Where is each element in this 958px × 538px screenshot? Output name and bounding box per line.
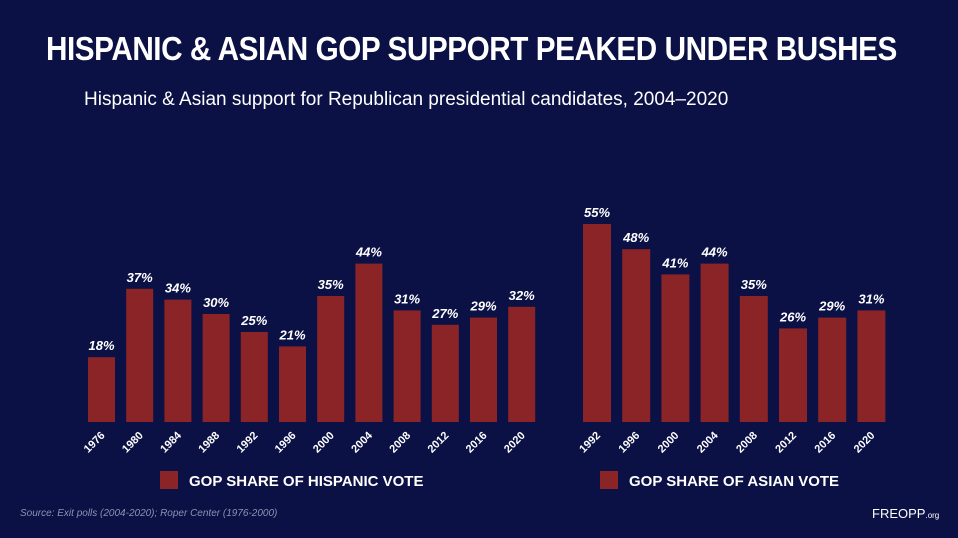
value-label-2004: 44% bbox=[355, 245, 382, 260]
x-tick-2016: 2016 bbox=[813, 430, 839, 456]
legend-label: GOP SHARE OF ASIAN VOTE bbox=[629, 473, 839, 490]
bar-1976 bbox=[88, 357, 115, 422]
bar-1996 bbox=[622, 249, 651, 422]
x-tick-2016: 2016 bbox=[464, 430, 490, 456]
value-label-1996: 48% bbox=[622, 230, 649, 245]
bar-1992 bbox=[583, 224, 611, 422]
x-tick-2020: 2020 bbox=[502, 430, 528, 456]
bar-2000 bbox=[317, 296, 345, 422]
source-note: Source: Exit polls (2004-2020); Roper Ce… bbox=[20, 508, 278, 519]
asian-vote-chart: 55% 1992 48% 1996 41% 2000 44% 2004 35% 2008 26% 20… bbox=[577, 205, 886, 490]
x-tick-1996: 1996 bbox=[273, 430, 299, 456]
value-label-1984: 34% bbox=[165, 281, 191, 296]
value-label-2020: 31% bbox=[858, 291, 884, 306]
legend-swatch bbox=[600, 471, 618, 489]
x-tick-2012: 2012 bbox=[426, 430, 452, 456]
x-tick-2000: 2000 bbox=[656, 430, 682, 456]
bar-2016 bbox=[470, 317, 497, 422]
value-label-2012: 27% bbox=[431, 306, 458, 321]
value-label-1976: 18% bbox=[88, 338, 114, 353]
value-label-2000: 35% bbox=[318, 277, 344, 292]
value-label-2008: 35% bbox=[741, 277, 767, 292]
x-tick-2004: 2004 bbox=[349, 429, 375, 455]
value-label-2016: 29% bbox=[818, 299, 845, 314]
hispanic-vote-chart: 18% 1976 37% 1980 34% 1984 30% 1988 25% 1992 21% 19… bbox=[82, 245, 536, 490]
value-label-2008: 31% bbox=[394, 291, 420, 306]
brand-suffix: .org bbox=[925, 511, 940, 520]
value-label-2020: 32% bbox=[509, 288, 535, 303]
bar-2008 bbox=[393, 310, 421, 422]
x-tick-2000: 2000 bbox=[311, 430, 337, 456]
bar-2000 bbox=[661, 274, 690, 422]
x-tick-1996: 1996 bbox=[617, 430, 643, 456]
brand-logo: FREOPP.org bbox=[872, 506, 939, 521]
value-label-1992: 25% bbox=[240, 313, 267, 328]
bar-1988 bbox=[202, 314, 230, 422]
x-tick-2020: 2020 bbox=[852, 430, 878, 456]
bar-2016 bbox=[818, 317, 847, 422]
bar-1996 bbox=[279, 346, 306, 422]
legend-label: GOP SHARE OF HISPANIC VOTE bbox=[189, 473, 423, 490]
brand-name: FREOPP bbox=[872, 506, 926, 521]
bar-2020 bbox=[508, 306, 536, 422]
value-label-2016: 29% bbox=[469, 299, 496, 314]
value-label-2004: 44% bbox=[701, 245, 728, 260]
bar-1980 bbox=[126, 288, 154, 422]
value-label-2012: 26% bbox=[779, 309, 806, 324]
bar-2012 bbox=[779, 328, 807, 422]
value-label-1988: 30% bbox=[203, 295, 229, 310]
value-label-2000: 41% bbox=[661, 255, 688, 270]
legend-swatch bbox=[160, 471, 178, 489]
bar-2004 bbox=[700, 263, 729, 422]
x-tick-2008: 2008 bbox=[734, 430, 760, 456]
bar-1992 bbox=[240, 332, 268, 422]
x-tick-1988: 1988 bbox=[196, 430, 222, 456]
chart-subtitle: Hispanic & Asian support for Republican … bbox=[84, 89, 729, 110]
x-tick-1992: 1992 bbox=[235, 430, 261, 456]
x-tick-2008: 2008 bbox=[387, 430, 413, 456]
x-tick-1976: 1976 bbox=[82, 430, 108, 456]
x-tick-1980: 1980 bbox=[120, 430, 146, 456]
x-tick-1984: 1984 bbox=[158, 429, 184, 455]
bar-2004 bbox=[355, 263, 383, 422]
bar-1984 bbox=[164, 299, 192, 422]
bar-2012 bbox=[431, 324, 459, 422]
chart-title: HISPANIC & ASIAN GOP SUPPORT PEAKED UNDE… bbox=[46, 30, 897, 67]
x-tick-2004: 2004 bbox=[695, 429, 721, 455]
bar-2008 bbox=[739, 296, 768, 422]
value-label-1980: 37% bbox=[127, 270, 153, 285]
value-label-1996: 21% bbox=[278, 327, 305, 342]
x-tick-2012: 2012 bbox=[773, 430, 799, 456]
bar-2020 bbox=[857, 310, 886, 422]
value-label-1992: 55% bbox=[584, 205, 610, 220]
x-tick-1992: 1992 bbox=[577, 430, 603, 456]
